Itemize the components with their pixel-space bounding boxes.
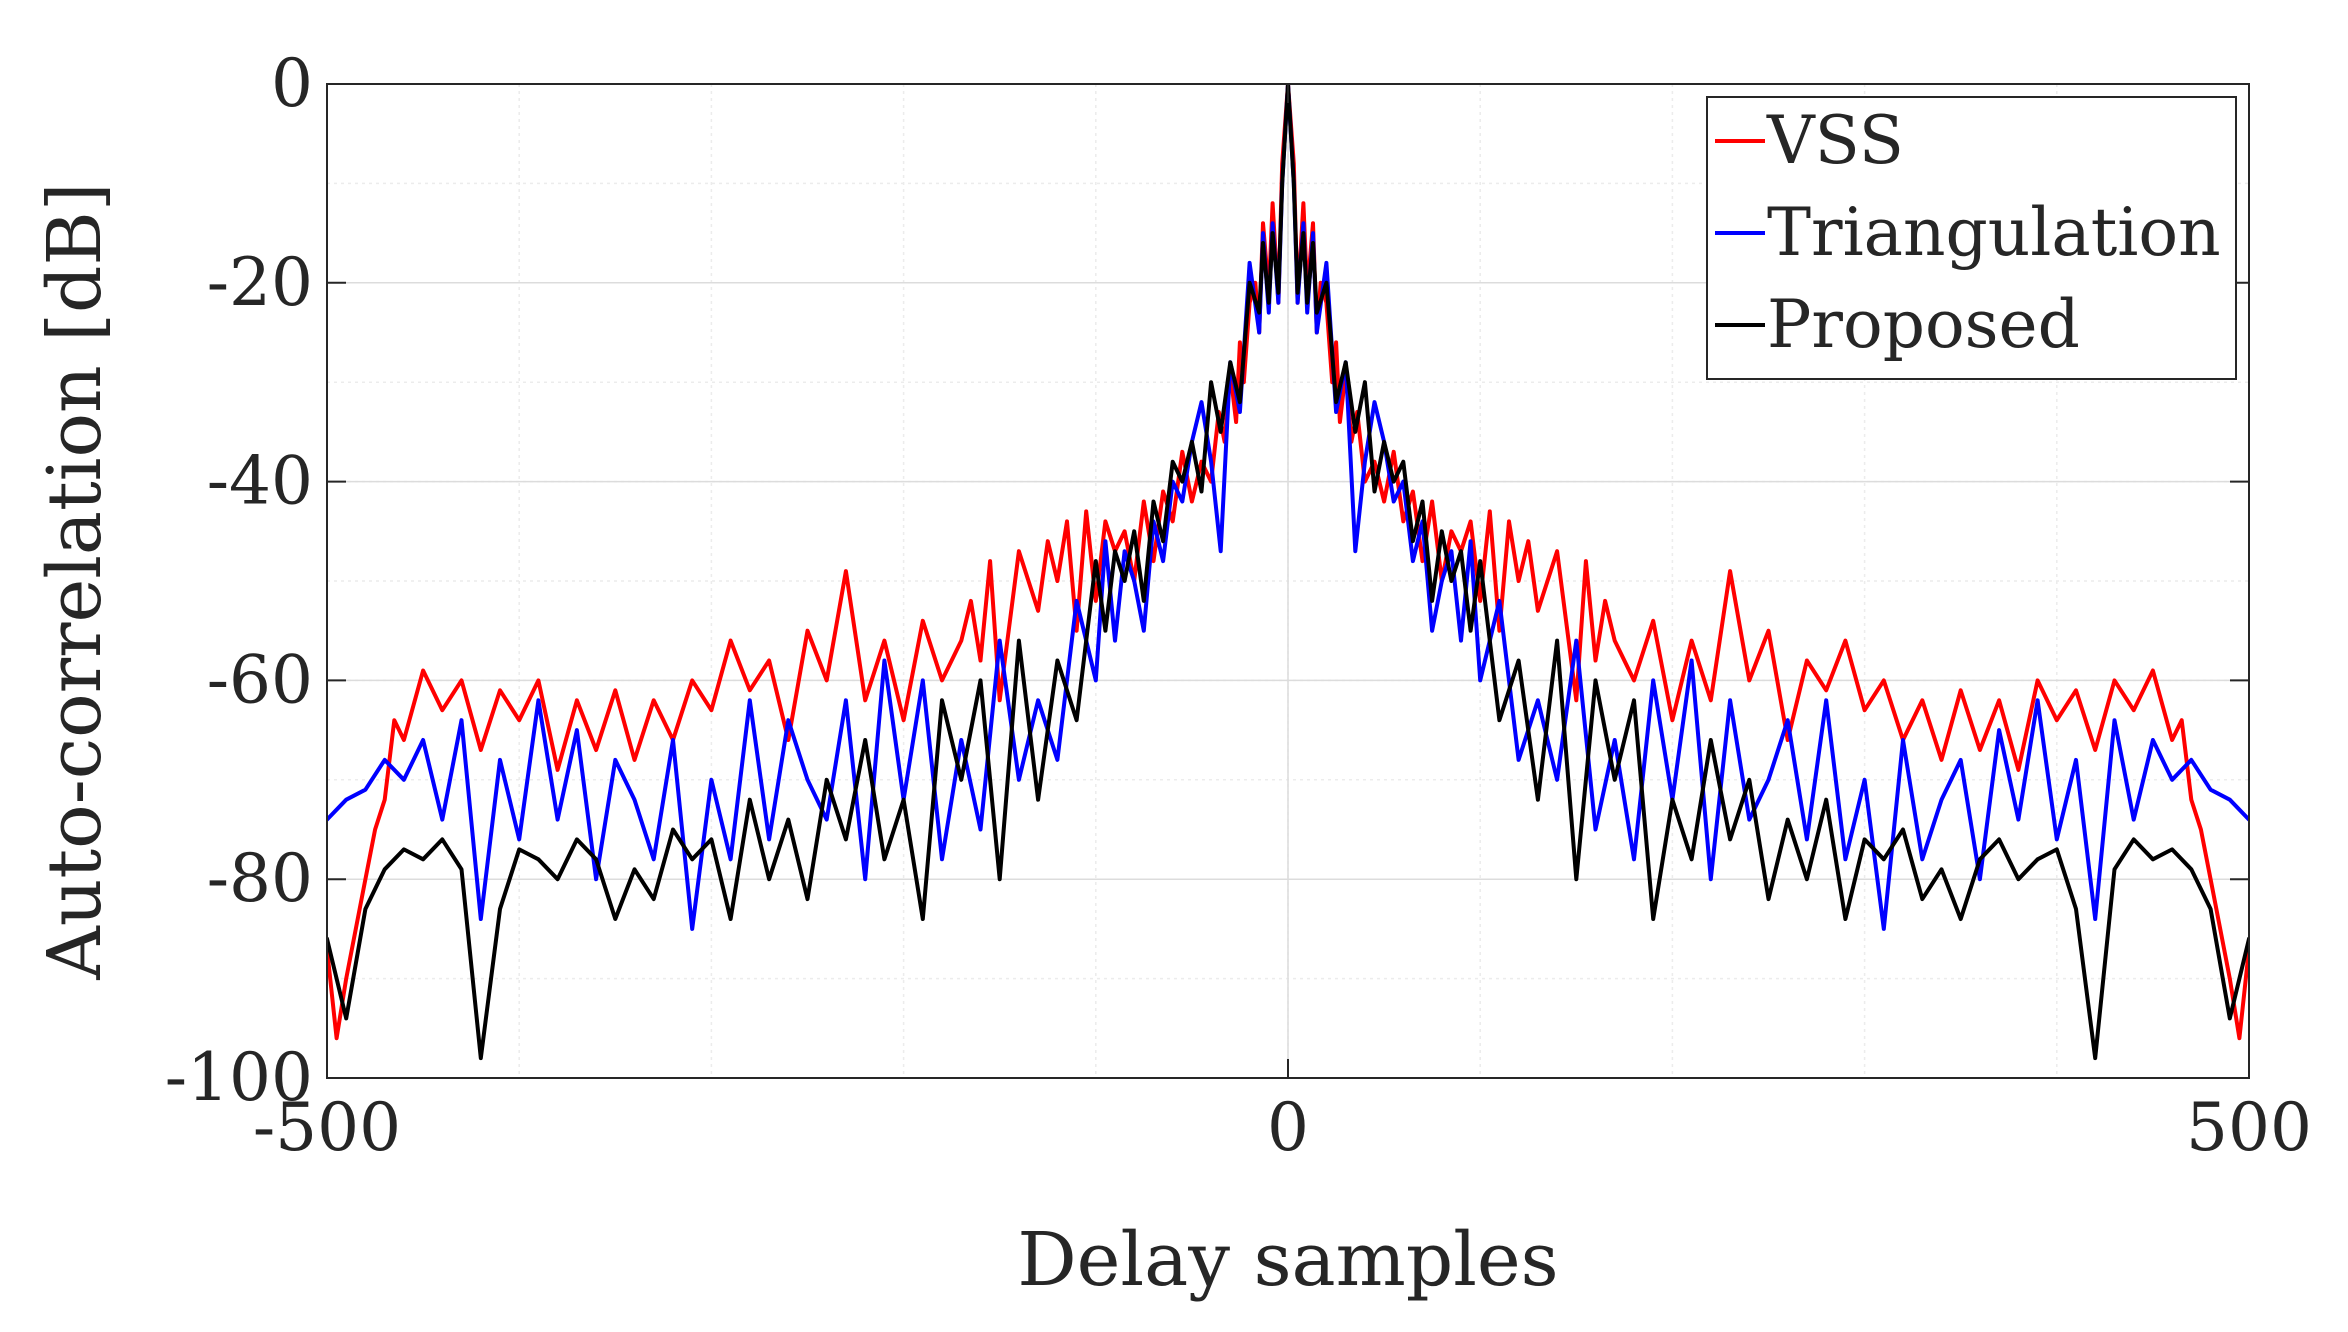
- x-axis-label: Delay samples: [1017, 1217, 1558, 1303]
- series-line-proposed: [327, 84, 2249, 1061]
- y-tick-label: -80: [207, 840, 313, 917]
- series-layer: [327, 84, 2249, 1061]
- y-tick-label: 0: [271, 45, 313, 122]
- x-tick-label: 500: [2186, 1089, 2312, 1166]
- series-line-vss: [327, 84, 2249, 1041]
- legend-label-vss: VSS: [1766, 102, 1904, 179]
- axis-ticks: [326, 83, 2250, 1079]
- legend-box: [1706, 96, 2237, 380]
- y-tick-label: -100: [165, 1039, 313, 1116]
- y-tick-label: -60: [207, 641, 313, 718]
- series-line-triangulation: [327, 84, 2249, 931]
- y-tick-label: -40: [207, 443, 313, 520]
- x-tick-label: 0: [1267, 1089, 1309, 1166]
- x-tick-label: -500: [253, 1089, 401, 1166]
- tick-labels: -500 0 500 0 -20 -40 -60 -80 -100: [165, 45, 2312, 1166]
- y-tick-label: -20: [207, 244, 313, 321]
- legend-label-triangulation: Triangulation: [1767, 194, 2221, 271]
- y-axis-label: Auto-correlation [dB]: [32, 182, 118, 980]
- legend-label-proposed: Proposed: [1767, 286, 2080, 363]
- legend: VSS Triangulation Proposed: [1706, 96, 2237, 380]
